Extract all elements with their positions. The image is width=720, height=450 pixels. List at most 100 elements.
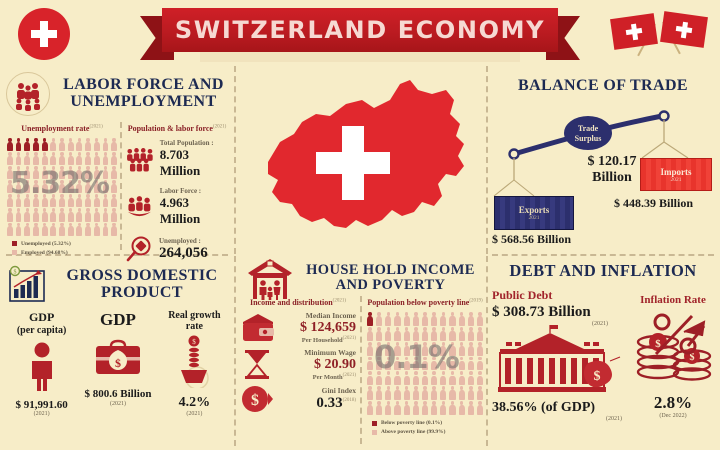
minimum-wage-label: Minimum Wage [304,347,356,357]
pictogram-figure [84,180,92,194]
pictogram-figure [102,166,110,180]
income-block: Income and distribution(2021) Median Inc… [240,298,356,414]
legend-swatch [12,250,17,256]
pictogram-figure [430,341,438,356]
population-label: Population & labor force(2021) [127,124,227,133]
pictogram-figure [110,194,118,208]
pictogram-figure [76,208,84,222]
income-year: (2021) [332,298,347,304]
divider-left-center-lower [234,256,236,446]
legend-swatch [12,241,17,247]
pictogram-figure [67,194,75,208]
pictogram-figure [366,312,374,326]
gdp-growth-item: Real growth rate $ 4.2% (2021) [157,310,232,417]
gdp-per-capita-value: $ 91,991.60 [15,399,68,411]
pictogram-figure [430,371,438,386]
gdp-total-title: GDP [100,310,136,329]
gdp-heading-line1: GROSS DOMESTIC [66,267,218,285]
pictogram-figure [23,222,31,236]
unemployment-rate-label: Unemployment rate(2021) [21,124,103,133]
pictogram-figure [412,401,420,415]
pictogram-figure [15,208,23,222]
pictogram-figure [67,180,75,194]
imports-label: Imports [660,166,692,177]
pictogram-figure [6,208,14,222]
pictogram-figure [366,326,374,341]
poverty-value: 0.1% [374,338,460,376]
swiss-flag-right-icon [660,11,708,48]
pictogram-figure [467,386,475,401]
pictogram-figure [32,208,40,222]
pictogram-figure [49,180,57,194]
poverty-block: Population below poverty line(2019) 0.1%… [366,298,484,435]
trade-scale: Trade Surplus $ 120.17 Billion Exports 2… [492,104,716,250]
wallet-icon [243,313,274,341]
pictogram-figure [102,222,110,236]
gdp-section-header: $ GROSS DOMESTIC PRODUCT [6,262,231,308]
pictogram-figure [49,208,57,222]
labor-section-header: LABOR FORCE AND UNEMPLOYMENT [6,70,231,118]
exports-label: Exports [518,205,550,215]
pictogram-figure [384,326,392,341]
page-title: SWITZERLAND ECONOMY [174,16,546,44]
pictogram-figure [58,138,66,152]
legend-item: Employed (94.68%) [12,250,118,256]
pictogram-figure [448,371,456,386]
pictogram-figure [430,312,438,326]
pictogram-figure [23,194,31,208]
total-population-label: Total Population : [159,139,214,147]
pictogram-figure [467,371,475,386]
household-section-header: HOUSE HOLD INCOME AND POVERTY [246,254,482,302]
pictogram-figure [439,341,447,356]
exports-year: 2021 [528,215,540,221]
magnifier-icon [126,236,151,262]
labor-force-icon [127,196,151,217]
unemployment-rate-block: Unemployment rate(2021) 5.32% Unemployed… [6,124,118,256]
pictogram-figure [110,222,118,236]
pictogram-figure [110,138,118,152]
pictogram-figure [84,222,92,236]
gdp-per-capita-item: GDP (per capita) $ 91,991.60 (2021) [4,310,79,417]
pictogram-figure [393,341,401,356]
poverty-year: (2019) [469,298,483,304]
pictogram-figure [58,166,66,180]
legend-swatch [372,420,377,426]
svg-text:$: $ [14,269,17,276]
pictogram-figure [384,401,392,415]
legend-item: Above poverty line (99.9%) [372,429,484,435]
pictogram-figure [458,371,466,386]
pictogram-figure [393,312,401,326]
pictogram-figure [15,166,23,180]
inflation-value: 2.8% [653,393,693,412]
pictogram-figure [6,180,14,194]
pictogram-figure [6,152,14,166]
growth-plant-icon: $ [181,335,210,390]
pictogram-figure [476,356,484,371]
pictogram-figure [23,180,31,194]
government-building-icon: $ [498,325,621,392]
pictogram-figure [58,180,66,194]
inflation-label: Inflation Rate [640,294,706,306]
gdp-growth-subtitle: rate [185,321,203,332]
pictogram-figure [430,356,438,371]
pictogram-figure [23,138,31,152]
divider-center-right-lower [486,256,488,446]
pictogram-figure [15,194,23,208]
divider-center-right [486,66,488,254]
svg-text:Trade: Trade [578,124,599,133]
labor-group-icon [6,72,50,116]
hourglass-icon [245,350,269,380]
divider-left-center [234,66,236,254]
pictogram-figure [375,326,383,341]
income-label: Income and distribution(2021) [249,298,347,307]
pictogram-figure [41,194,49,208]
pictogram-figure [421,386,429,401]
banner-body: SWITZERLAND ECONOMY [162,8,558,52]
pictogram-figure [49,138,57,152]
pictogram-figure [32,194,40,208]
pictogram-figure [58,208,66,222]
pictogram-figure [366,341,374,356]
pictogram-figure [403,371,411,386]
debt-heading: DEBT AND INFLATION [509,261,697,280]
banner-shadow [200,52,520,62]
